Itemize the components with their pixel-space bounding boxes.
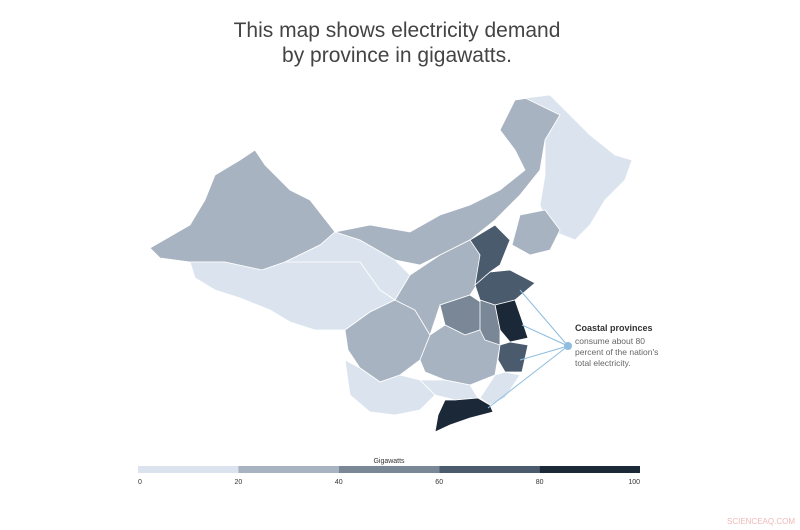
- province: [511, 209, 561, 256]
- leader-line: [519, 289, 569, 347]
- legend-tick-label: 20: [235, 479, 243, 486]
- annotation-text: total electricity.: [575, 358, 631, 368]
- province: [469, 224, 511, 287]
- annotation: [487, 289, 572, 409]
- legend-swatch: [439, 466, 540, 473]
- legend-tick-label: 80: [536, 479, 544, 486]
- leader-point: [564, 342, 572, 350]
- legend: 0 20 40 60 80 100: [138, 466, 640, 486]
- legend-swatch: [138, 466, 239, 473]
- annotation-text: consume about 80: [575, 336, 645, 346]
- legend-tick-label: 100: [628, 479, 640, 486]
- legend-title: Gigawatts: [373, 458, 405, 465]
- province: [497, 341, 529, 373]
- legend-tick-label: 0: [138, 479, 142, 486]
- legend-swatch: [238, 466, 339, 473]
- legend-swatch: [338, 466, 440, 473]
- title-line: by province in gigawatts.: [282, 44, 512, 67]
- annotation-text: percent of the nation's: [575, 347, 658, 357]
- province: [284, 231, 411, 301]
- province: [434, 397, 494, 433]
- legend-swatch: [539, 466, 640, 473]
- leader-line: [487, 345, 569, 409]
- annotation-heading: Coastal provinces: [575, 323, 653, 333]
- province: [479, 371, 521, 406]
- province: [523, 94, 633, 241]
- title-line: This map shows electricity demand: [234, 19, 561, 42]
- leader-line: [519, 345, 569, 361]
- legend-tick-label: 40: [335, 479, 343, 486]
- leader-line: [521, 324, 569, 347]
- watermark: SCIENCEAQ.COM: [727, 517, 795, 526]
- province-map: [149, 94, 633, 433]
- legend-tick-label: 60: [435, 479, 443, 486]
